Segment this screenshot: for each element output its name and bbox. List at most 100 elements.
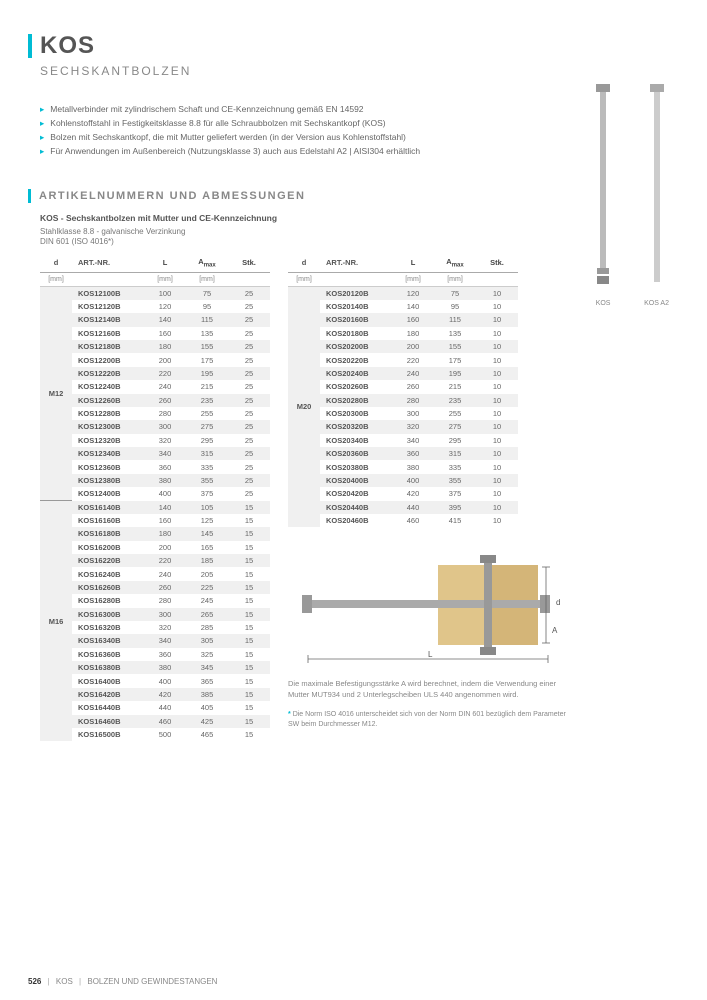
cell-stk: 10 xyxy=(476,367,518,380)
cell-Amax: 155 xyxy=(434,340,476,353)
cell-art: KOS20180B xyxy=(320,327,392,340)
cell-Amax: 355 xyxy=(434,474,476,487)
cell-Amax: 95 xyxy=(186,300,228,313)
cell-L: 140 xyxy=(144,501,186,514)
cell-Amax: 235 xyxy=(186,394,228,407)
table-row: KOS12140B14011525 xyxy=(40,313,270,326)
product-desc-main: KOS - Sechskantbolzen mit Mutter und CE-… xyxy=(40,213,679,223)
cell-stk: 15 xyxy=(228,554,270,567)
cell-L: 400 xyxy=(392,474,434,487)
cell-L: 220 xyxy=(392,353,434,366)
cell-L: 260 xyxy=(392,380,434,393)
diagram-label-d: d xyxy=(556,598,560,607)
cell-L: 160 xyxy=(144,327,186,340)
cell-stk: 10 xyxy=(476,474,518,487)
cell-Amax: 295 xyxy=(434,434,476,447)
table-row: KOS20420B42037510 xyxy=(288,487,518,500)
cell-art: KOS20160B xyxy=(320,313,392,326)
cell-Amax: 375 xyxy=(434,487,476,500)
cell-stk: 25 xyxy=(228,367,270,380)
table-row: KOS12180B18015525 xyxy=(40,340,270,353)
cell-Amax: 75 xyxy=(434,286,476,300)
cell-stk: 25 xyxy=(228,286,270,300)
table-row: KOS20300B30025510 xyxy=(288,407,518,420)
cell-art: KOS16340B xyxy=(72,634,144,647)
cell-stk: 25 xyxy=(228,487,270,500)
cell-L: 380 xyxy=(144,661,186,674)
cell-L: 320 xyxy=(392,420,434,433)
cell-L: 240 xyxy=(144,380,186,393)
cell-stk: 25 xyxy=(228,474,270,487)
cell-stk: 15 xyxy=(228,608,270,621)
section-heading-row: ARTIKELNUMMERN UND ABMESSUNGEN xyxy=(28,189,679,203)
feature-item: Metallverbinder mit zylindrischem Schaft… xyxy=(40,104,679,115)
product-desc-line1: Stahlklasse 8.8 - galvanische Verzinkung xyxy=(40,227,679,236)
cell-L: 300 xyxy=(392,407,434,420)
table-row: KOS20400B40035510 xyxy=(288,474,518,487)
section-title: ARTIKELNUMMERN UND ABMESSUNGEN xyxy=(39,190,305,202)
cell-Amax: 315 xyxy=(434,447,476,460)
table-row: M16KOS16140B14010515 xyxy=(40,501,270,514)
cell-Amax: 305 xyxy=(186,634,228,647)
table-row: KOS16380B38034515 xyxy=(40,661,270,674)
cell-L: 380 xyxy=(144,474,186,487)
table-row: KOS16320B32028515 xyxy=(40,621,270,634)
feature-item: Bolzen mit Sechskantkopf, die mit Mutter… xyxy=(40,132,679,143)
cell-stk: 25 xyxy=(228,447,270,460)
table-row: KOS20260B26021510 xyxy=(288,380,518,393)
cell-stk: 15 xyxy=(228,728,270,741)
cell-Amax: 265 xyxy=(186,608,228,621)
cell-Amax: 315 xyxy=(186,447,228,460)
cell-stk: 10 xyxy=(476,353,518,366)
cell-stk: 15 xyxy=(228,581,270,594)
cell-art: KOS12220B xyxy=(72,367,144,380)
cell-L: 200 xyxy=(392,340,434,353)
table-row: KOS12380B38035525 xyxy=(40,474,270,487)
table-row: KOS16460B46042515 xyxy=(40,715,270,728)
cell-L: 200 xyxy=(144,353,186,366)
cell-stk: 10 xyxy=(476,501,518,514)
page-title: KOS xyxy=(40,32,95,60)
cell-Amax: 325 xyxy=(186,648,228,661)
cell-Amax: 245 xyxy=(186,594,228,607)
cell-art: KOS16180B xyxy=(72,527,144,540)
cell-Amax: 415 xyxy=(434,514,476,527)
cell-art: KOS16420B xyxy=(72,688,144,701)
cell-stk: 25 xyxy=(228,460,270,473)
cell-art: KOS12280B xyxy=(72,407,144,420)
cell-art: KOS12140B xyxy=(72,313,144,326)
table-row: KOS16420B42038515 xyxy=(40,688,270,701)
feature-item: Für Anwendungen im Außenbereich (Nutzung… xyxy=(40,146,679,157)
cell-L: 280 xyxy=(392,394,434,407)
cell-Amax: 225 xyxy=(186,581,228,594)
cell-L: 320 xyxy=(144,621,186,634)
cell-Amax: 175 xyxy=(186,353,228,366)
col-d: d xyxy=(40,254,72,272)
cell-stk: 10 xyxy=(476,514,518,527)
cell-Amax: 255 xyxy=(434,407,476,420)
diagram-label-L: L xyxy=(428,650,433,659)
cell-Amax: 335 xyxy=(186,460,228,473)
table-row: KOS12280B28025525 xyxy=(40,407,270,420)
cell-art: KOS16500B xyxy=(72,728,144,741)
dimensions-table-left: dART.-NR.LAmaxStk.[mm][mm][mm]M12KOS1210… xyxy=(40,254,270,741)
cell-Amax: 115 xyxy=(434,313,476,326)
table-row: KOS16160B16012515 xyxy=(40,514,270,527)
table-row: KOS16240B24020515 xyxy=(40,567,270,580)
table-row: KOS20140B1409510 xyxy=(288,300,518,313)
product-desc-line2: DIN 601 (ISO 4016*) xyxy=(40,237,679,246)
cell-Amax: 335 xyxy=(434,460,476,473)
cell-L: 360 xyxy=(392,447,434,460)
cell-L: 340 xyxy=(392,434,434,447)
cell-L: 300 xyxy=(144,608,186,621)
table-row: KOS12240B24021525 xyxy=(40,380,270,393)
cell-stk: 15 xyxy=(228,715,270,728)
cell-L: 500 xyxy=(144,728,186,741)
cell-L: 180 xyxy=(392,327,434,340)
cell-art: KOS12300B xyxy=(72,420,144,433)
cell-stk: 10 xyxy=(476,300,518,313)
bolt-label-kos-a2: KOS A2 xyxy=(644,300,669,307)
cell-art: KOS12100B xyxy=(72,286,144,300)
cell-L: 240 xyxy=(144,567,186,580)
cell-art: KOS16160B xyxy=(72,514,144,527)
